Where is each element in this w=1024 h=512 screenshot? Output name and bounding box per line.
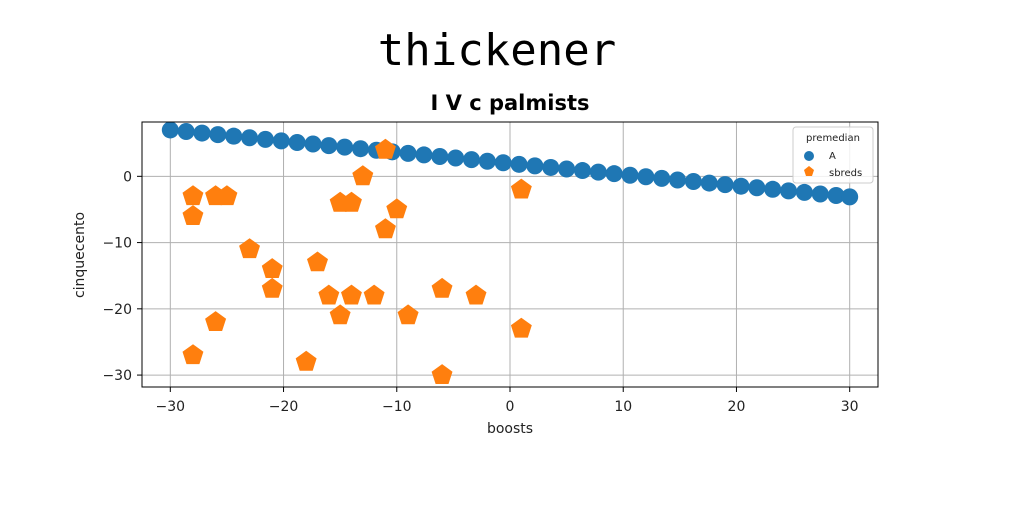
chart-title: I V c palmists — [431, 91, 590, 115]
data-point-a — [241, 129, 259, 147]
data-point-sbreds — [261, 258, 283, 278]
axis-ticks: −30 −20 −10 0 10 20 30 −30 −20 −10 0 — [102, 169, 858, 415]
x-tick-label: −20 — [269, 399, 299, 415]
y-tick-label: −20 — [102, 302, 132, 318]
x-tick-label: 0 — [506, 399, 515, 415]
data-point-sbreds — [510, 317, 532, 338]
data-point-a — [621, 166, 639, 184]
data-point-sbreds — [375, 138, 396, 159]
data-point-sbreds — [295, 350, 317, 371]
legend-label-a: A — [829, 151, 836, 162]
data-point-sbreds — [182, 205, 204, 225]
figure-title: thickener — [378, 25, 616, 76]
legend-marker-a — [804, 151, 814, 161]
x-tick-label: 30 — [841, 399, 859, 415]
data-point-sbreds — [182, 185, 204, 206]
data-point-a — [748, 179, 766, 197]
legend-marker-sbreds — [804, 166, 814, 176]
data-point-a — [811, 185, 829, 203]
data-point-a — [542, 158, 560, 176]
data-point-a — [780, 182, 798, 200]
data-point-a — [478, 152, 496, 170]
data-point-sbreds — [375, 218, 396, 239]
data-point-sbreds — [363, 284, 385, 305]
data-point-a — [399, 144, 417, 162]
data-point-a — [637, 168, 655, 186]
data-point-sbreds — [216, 185, 238, 206]
data-point-a — [589, 163, 607, 181]
data-point-a — [494, 154, 512, 172]
data-point-sbreds — [261, 277, 283, 298]
y-tick-label: 0 — [123, 169, 132, 185]
data-point-a — [463, 151, 481, 169]
data-point-a — [209, 126, 227, 144]
x-tick-label: −10 — [382, 399, 412, 415]
data-point-sbreds — [510, 178, 532, 199]
data-point-sbreds — [318, 284, 340, 305]
data-point-sbreds — [205, 311, 227, 331]
data-point-sbreds — [386, 198, 408, 219]
data-point-sbreds — [307, 251, 328, 272]
data-point-a — [526, 157, 544, 175]
data-point-a — [177, 123, 195, 141]
grid — [142, 122, 878, 387]
data-point-a — [304, 135, 322, 153]
data-point-a — [573, 162, 591, 180]
y-tick-label: −30 — [102, 368, 132, 384]
data-point-a — [795, 183, 813, 201]
data-point-sbreds — [431, 277, 453, 298]
data-point-a — [272, 132, 290, 150]
data-point-a — [732, 177, 750, 195]
data-point-a — [669, 171, 687, 189]
data-point-a — [841, 188, 859, 206]
data-point-sbreds — [431, 364, 453, 384]
data-point-a — [320, 137, 338, 155]
data-point-a — [336, 138, 354, 156]
data-series — [161, 121, 859, 384]
data-point-a — [605, 165, 623, 183]
x-tick-label: −30 — [156, 399, 186, 415]
data-point-a — [653, 169, 671, 187]
data-point-a — [352, 140, 370, 158]
data-point-a — [256, 130, 274, 148]
data-point-sbreds — [341, 284, 362, 305]
data-point-sbreds — [352, 165, 374, 186]
data-point-a — [684, 172, 702, 190]
data-point-a — [415, 146, 433, 164]
legend-label-sbreds: sbreds — [829, 168, 862, 179]
data-point-a — [558, 160, 576, 178]
data-point-a — [764, 180, 782, 198]
legend: premedian A sbreds — [792, 126, 874, 184]
data-point-sbreds — [329, 304, 351, 325]
y-axis-label: cinquecento — [72, 212, 88, 298]
data-point-a — [431, 148, 449, 166]
data-point-a — [161, 121, 179, 139]
data-point-a — [716, 176, 734, 194]
x-tick-label: 10 — [614, 399, 632, 415]
x-tick-label: 20 — [728, 399, 746, 415]
data-point-sbreds — [397, 304, 419, 325]
x-axis-label: boosts — [487, 421, 533, 437]
data-point-sbreds — [341, 191, 362, 212]
data-point-a — [193, 124, 211, 142]
data-point-sbreds — [465, 284, 487, 305]
data-point-a — [700, 174, 718, 192]
data-point-sbreds — [182, 344, 204, 365]
legend-box — [792, 126, 874, 184]
data-point-a — [288, 133, 306, 151]
data-point-a — [225, 127, 243, 145]
data-point-a — [447, 149, 465, 167]
series-sbreds — [182, 138, 532, 384]
legend-title: premedian — [806, 133, 860, 144]
y-tick-label: −10 — [102, 236, 132, 252]
data-point-a — [510, 155, 528, 173]
data-point-a — [827, 187, 845, 205]
data-point-sbreds — [239, 238, 260, 259]
